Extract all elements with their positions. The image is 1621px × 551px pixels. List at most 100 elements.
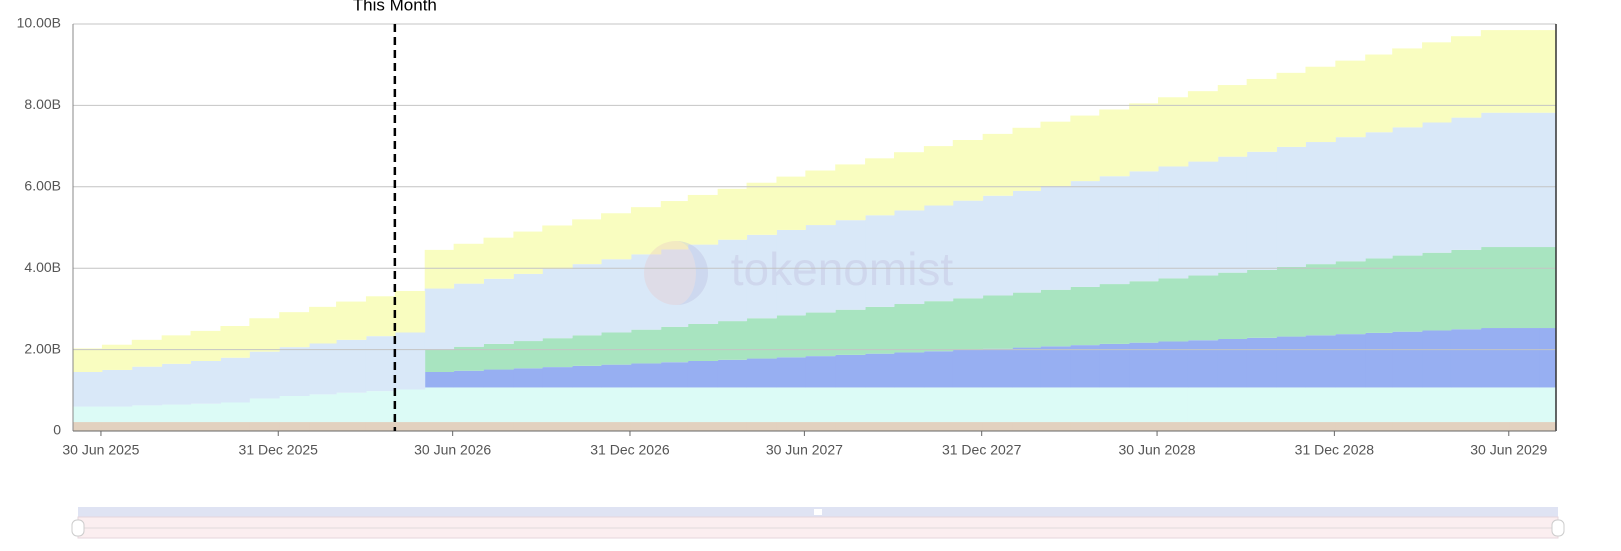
area-step (1305, 264, 1336, 336)
area-step (309, 422, 337, 431)
area-step (776, 357, 806, 388)
area-step (1040, 422, 1071, 431)
area-step (746, 318, 777, 359)
area-step (717, 359, 748, 388)
area-step (1422, 42, 1452, 123)
area-step (572, 387, 602, 423)
area-step (513, 341, 543, 369)
area-step (1480, 422, 1511, 431)
area-step (660, 249, 689, 327)
slider-handle-right[interactable] (1551, 519, 1565, 537)
area-step (1509, 328, 1541, 388)
area-step (923, 205, 954, 302)
area-step (1305, 66, 1336, 143)
area-step (220, 422, 250, 431)
area-step (1365, 387, 1393, 423)
area-step (1012, 190, 1041, 293)
area-step (483, 278, 514, 344)
x-tick-label: 31 Dec 2028 (1295, 442, 1375, 458)
area-step (365, 336, 396, 392)
slider-handle-left[interactable] (71, 519, 85, 537)
logo-shape (676, 241, 708, 305)
slider-window[interactable] (77, 516, 1559, 539)
area-step (1246, 78, 1278, 152)
area-step (1099, 284, 1130, 344)
area-step (982, 348, 1014, 388)
area-step (249, 398, 280, 423)
area-step (101, 369, 133, 407)
area-step (982, 195, 1014, 296)
area-step (131, 339, 163, 367)
area-step (1187, 340, 1219, 388)
area-step (1480, 387, 1511, 423)
area-step (483, 369, 514, 388)
x-tick-label: 31 Dec 2025 (239, 442, 319, 458)
area-step (101, 344, 133, 370)
area-step (131, 422, 163, 431)
area-step (1070, 422, 1100, 431)
area-step (572, 365, 602, 388)
area-step (1012, 347, 1041, 388)
area-step (1392, 387, 1423, 423)
area-step (982, 422, 1014, 431)
plot-area (73, 30, 1557, 431)
area-step (601, 387, 632, 423)
area-step (1305, 142, 1336, 265)
area-step (483, 343, 514, 370)
x-tick-label: 30 Jun 2027 (766, 442, 843, 458)
area-step (717, 422, 748, 431)
area-step (1040, 121, 1071, 186)
area-step (1012, 292, 1041, 348)
area-step (601, 332, 632, 365)
area-step (1422, 422, 1452, 431)
area-step (630, 363, 662, 388)
area-step (424, 288, 455, 350)
area-step (687, 422, 719, 431)
area-step (865, 215, 895, 307)
area-step (952, 387, 984, 423)
y-tick-label: 4.00B (24, 259, 61, 275)
area-step (1129, 171, 1159, 282)
area-step (1365, 332, 1393, 388)
area-step (1450, 422, 1482, 431)
area-step (660, 422, 689, 431)
area-step (453, 370, 484, 388)
area-step (952, 350, 984, 388)
area-step (542, 338, 573, 368)
area-step (1158, 387, 1189, 423)
area-step (336, 422, 367, 431)
area-step (73, 371, 103, 407)
area-step (1158, 278, 1189, 342)
area-step (453, 243, 484, 284)
slider-drag[interactable] (814, 509, 822, 515)
area-step (309, 394, 337, 423)
area-step (660, 362, 689, 388)
area-step (1187, 422, 1219, 431)
area-step (1422, 122, 1452, 253)
area-step (1365, 258, 1393, 333)
area-step (1276, 72, 1306, 147)
area-step (630, 422, 662, 431)
area-step (1335, 422, 1366, 431)
area-step (805, 356, 836, 388)
area-step (161, 404, 192, 423)
area-step (1246, 269, 1278, 338)
area-step (365, 422, 396, 431)
area-step (131, 366, 163, 406)
area-step (1276, 146, 1306, 267)
area-step (131, 405, 163, 423)
area-step (835, 220, 866, 310)
area-step (952, 298, 984, 351)
area-step (746, 387, 777, 423)
area-step (1335, 261, 1366, 335)
area-step (1070, 181, 1100, 287)
area-step (572, 219, 602, 265)
area-step (687, 244, 719, 324)
area-step (1070, 387, 1100, 423)
area-step (776, 387, 806, 423)
area-step (1158, 97, 1189, 167)
area-step (542, 269, 573, 339)
area-step (746, 182, 777, 235)
area-step (1099, 343, 1130, 388)
